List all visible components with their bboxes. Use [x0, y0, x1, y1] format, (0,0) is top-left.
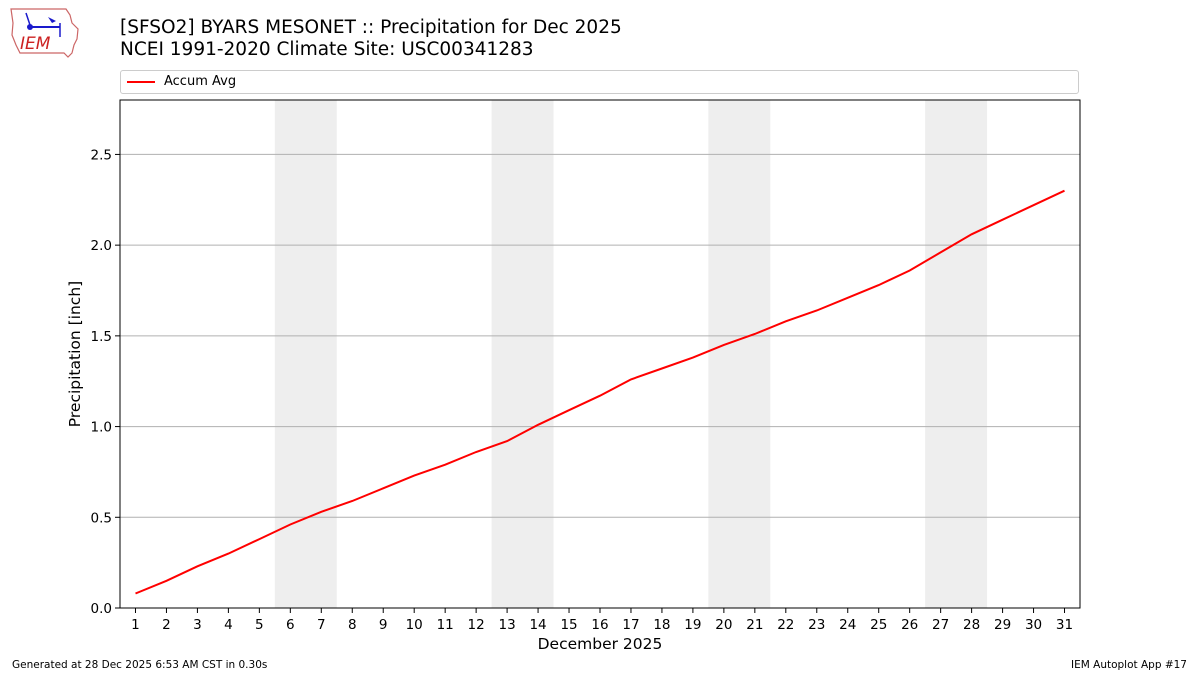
- x-tick-label: 30: [1025, 617, 1042, 633]
- y-axis-label: Precipitation [inch]: [66, 281, 84, 427]
- y-tick-label: 0.5: [91, 510, 112, 526]
- y-tick-label: 1.5: [91, 329, 112, 345]
- legend: Accum Avg: [120, 70, 1079, 94]
- x-tick-label: 24: [839, 617, 856, 633]
- x-tick-label: 13: [499, 617, 516, 633]
- x-tick-label: 22: [777, 617, 794, 633]
- weekend-band: [925, 100, 988, 608]
- x-tick-label: 23: [808, 617, 825, 633]
- title-line-2: NCEI 1991-2020 Climate Site: USC00341283: [120, 39, 534, 60]
- x-tick-label: 2: [162, 617, 171, 633]
- weekend-band: [708, 100, 771, 608]
- x-tick-label: 18: [653, 617, 670, 633]
- x-tick-label: 6: [286, 617, 295, 633]
- x-tick-label: 17: [622, 617, 639, 633]
- x-tick-label: 15: [560, 617, 577, 633]
- x-tick-label: 7: [317, 617, 326, 633]
- x-axis-label: December 2025: [538, 635, 663, 653]
- legend-label: Accum Avg: [164, 74, 237, 89]
- y-tick-label: 2.0: [91, 238, 112, 254]
- y-axis-ticks: 0.0 0.5 1.0 1.5 2.0 2.5: [91, 147, 120, 617]
- x-tick-label: 14: [529, 617, 546, 633]
- title-line-1: [SFSO2] BYARS MESONET :: Precipitation f…: [120, 17, 622, 38]
- x-axis-ticks: 1 2 3 4 5 6 7 8 9 10 11 12 13 14 15 16 17 18 19 20 21 22 23 24 2…: [131, 608, 1073, 633]
- x-tick-label: 10: [406, 617, 423, 633]
- x-tick-label: 4: [224, 617, 233, 633]
- x-tick-label: 28: [963, 617, 980, 633]
- x-tick-label: 21: [746, 617, 763, 633]
- y-tick-label: 2.5: [91, 147, 112, 163]
- x-tick-label: 1: [131, 617, 140, 633]
- y-tick-label: 0.0: [91, 601, 112, 617]
- x-tick-label: 19: [684, 617, 701, 633]
- x-tick-label: 29: [994, 617, 1011, 633]
- y-tick-label: 1.0: [91, 420, 112, 436]
- iem-logo: IEM: [8, 5, 80, 59]
- x-tick-label: 27: [932, 617, 949, 633]
- app-label: IEM Autoplot App #17: [1071, 659, 1187, 671]
- logo-text: IEM: [20, 34, 51, 54]
- x-tick-label: 16: [591, 617, 608, 633]
- generated-timestamp: Generated at 28 Dec 2025 6:53 AM CST in …: [12, 659, 268, 671]
- x-tick-label: 11: [437, 617, 454, 633]
- x-tick-label: 9: [379, 617, 388, 633]
- weekend-bands: [274, 100, 988, 608]
- x-tick-label: 31: [1056, 617, 1073, 633]
- x-tick-label: 12: [468, 617, 485, 633]
- legend-line-swatch: [127, 81, 155, 83]
- x-tick-label: 25: [870, 617, 887, 633]
- x-tick-label: 5: [255, 617, 264, 633]
- weekend-band: [491, 100, 554, 608]
- weekend-band: [274, 100, 337, 608]
- x-tick-label: 8: [348, 617, 357, 633]
- accum-avg-line: [135, 189, 1065, 595]
- y-gridlines: [120, 153, 1080, 518]
- x-tick-label: 3: [193, 617, 202, 633]
- x-tick-label: 26: [901, 617, 918, 633]
- x-tick-label: 20: [715, 617, 732, 633]
- chart-title: [SFSO2] BYARS MESONET :: Precipitation f…: [120, 17, 622, 61]
